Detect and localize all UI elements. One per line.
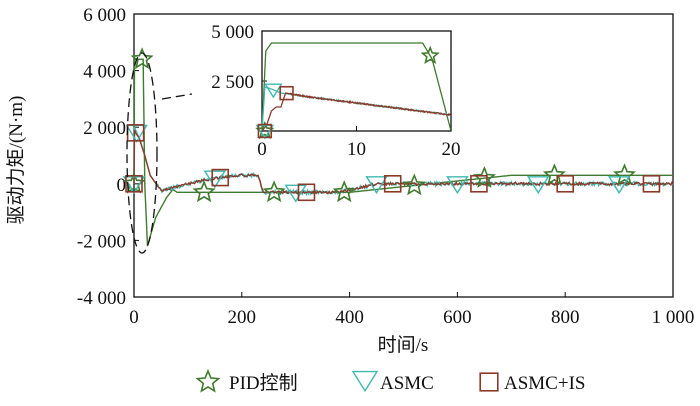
inset-y-tick-label: 2 500	[211, 72, 254, 93]
x-tick-label: 1 000	[652, 307, 695, 328]
star-marker	[198, 371, 219, 391]
inset-x-tick-label: 20	[442, 139, 461, 160]
x-tick-label: 0	[129, 307, 139, 328]
legend-label-pid: PID控制	[229, 372, 298, 394]
inset-y-tick-label: 5 000	[211, 22, 254, 43]
y-tick-label: -2 000	[77, 231, 126, 252]
legend: PID控制 ASMC ASMC+IS	[229, 372, 585, 394]
y-tick-label: -4 000	[77, 288, 126, 309]
legend-label-asmc: ASMC	[380, 373, 434, 394]
y-axis-label: 驱动力矩/(N·m)	[5, 96, 27, 225]
legend-label-asmc-is: ASMC+IS	[504, 373, 585, 394]
chart-container: 驱动力矩/(N·m) 时间/s 0 200 400 600 800 1 000 -4 000…	[0, 0, 700, 401]
triangle-marker	[353, 372, 377, 391]
y-tick-label: 2 000	[83, 118, 126, 139]
inset-x-tick-label: 10	[347, 139, 366, 160]
y-tick-label: 4 000	[83, 62, 126, 83]
inset-plot-frame	[262, 31, 451, 131]
x-axis-label: 时间/s	[378, 334, 429, 356]
x-tick-label: 400	[335, 307, 364, 328]
x-tick-label: 200	[228, 307, 257, 328]
inset-x-tick-label: 0	[257, 139, 267, 160]
x-tick-label: 600	[443, 307, 472, 328]
y-tick-label: 6 000	[83, 5, 126, 26]
square-marker	[480, 373, 498, 391]
x-tick-label: 800	[551, 307, 580, 328]
line-chart: 驱动力矩/(N·m) 时间/s 0 200 400 600 800 1 000-4 000…	[0, 0, 700, 401]
